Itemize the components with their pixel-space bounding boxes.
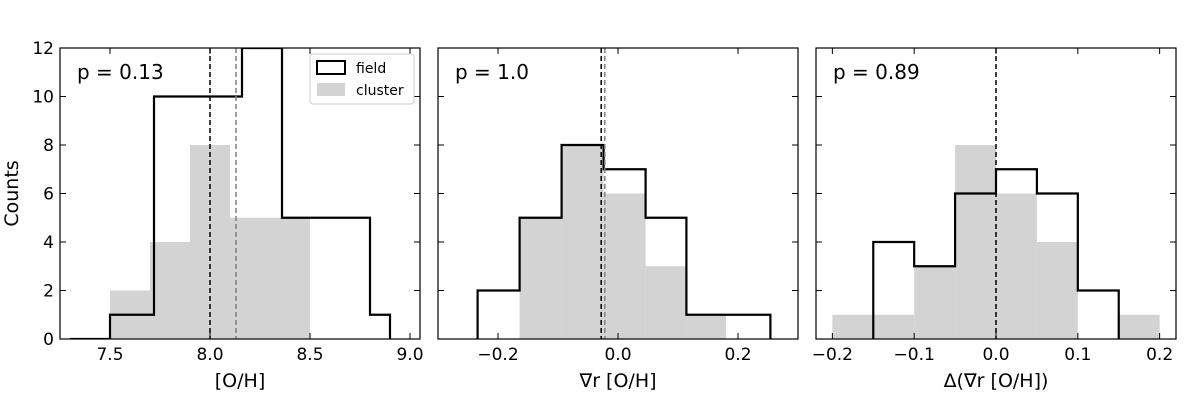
- y-tick-label: 12: [32, 39, 54, 59]
- x-tick-label: 9.0: [396, 345, 423, 365]
- field-swatch: [316, 60, 346, 75]
- p-value-annotation: p = 1.0: [455, 60, 529, 84]
- x-tick-label: 8.5: [296, 345, 323, 365]
- cluster-bar: [1118, 314, 1160, 339]
- x-tick-label: 0.2: [724, 345, 751, 365]
- cluster-bar: [686, 314, 726, 339]
- field-step-line: [872, 168, 1120, 339]
- cluster-bar: [270, 217, 310, 339]
- plot-area: [476, 48, 772, 339]
- cluster-bar: [519, 217, 562, 339]
- y-tick-label: 0: [43, 330, 54, 350]
- y-tick-label: 8: [43, 136, 54, 156]
- x-tick-label: 7.5: [96, 345, 123, 365]
- cluster-bar: [150, 242, 190, 339]
- cluster-bar: [955, 145, 996, 339]
- x-tick-label: 0.2: [1146, 345, 1173, 365]
- cluster-bar: [561, 145, 604, 339]
- x-tick-label: −0.1: [894, 345, 935, 365]
- x-tick-label: −0.2: [812, 345, 853, 365]
- y-axis-label: Counts: [1, 160, 23, 226]
- cluster-bar: [996, 193, 1037, 339]
- panel-1: 7.5 8.0 8.5 9.0 0 2 4 6 8 10 12 [O/H] p = 0.13 Counts…: [1, 39, 424, 392]
- plot-area: [70, 48, 392, 339]
- legend-label-cluster: cluster: [356, 83, 404, 99]
- cluster-swatch: [317, 83, 345, 96]
- cluster-bar: [873, 314, 915, 339]
- y-tick-label: 4: [43, 233, 54, 253]
- y-tick-label: 2: [43, 282, 54, 302]
- field-step-line: [70, 48, 392, 339]
- legend-label-field: field: [356, 61, 386, 77]
- x-tick-label: 8.0: [196, 345, 223, 365]
- p-value-annotation: p = 0.13: [77, 60, 164, 84]
- x-axis-label: Δ(∇r [O/H]): [944, 370, 1049, 392]
- p-value-annotation: p = 0.89: [833, 60, 920, 84]
- cluster-bar: [230, 217, 270, 339]
- legend: field cluster: [309, 53, 415, 105]
- plot-area: [832, 48, 1160, 339]
- y-tick-label: 6: [43, 185, 54, 205]
- cluster-bar: [914, 266, 956, 339]
- x-tick-label: 0.1: [1064, 345, 1091, 365]
- y-tick-label: 10: [32, 88, 54, 108]
- cluster-bar: [645, 266, 687, 339]
- x-tick-label: −0.2: [477, 345, 518, 365]
- cluster-bar: [832, 314, 874, 339]
- x-axis-label: [O/H]: [215, 370, 265, 392]
- cluster-bar: [603, 193, 646, 339]
- x-tick-label: 0.0: [604, 345, 631, 365]
- x-axis-label: ∇r [O/H]: [578, 370, 656, 392]
- panel-3: −0.2 −0.1 0.0 0.1 0.2 Δ(∇r [O/H]) p = 0.89: [812, 47, 1177, 392]
- field-step-line: [476, 143, 772, 339]
- panel-2: −0.2 0.0 0.2 ∇r [O/H] p = 1.0: [437, 47, 799, 392]
- x-tick-label: 0.0: [982, 345, 1009, 365]
- cluster-bar: [1036, 242, 1078, 339]
